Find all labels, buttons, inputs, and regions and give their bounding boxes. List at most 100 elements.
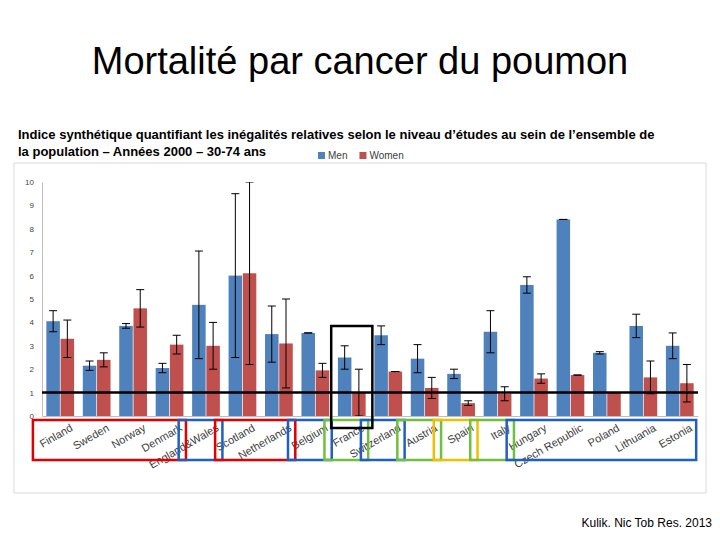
y-tick-label: 7: [30, 248, 35, 257]
x-tick: Czech Republic: [512, 416, 585, 470]
error-bar: [486, 311, 494, 353]
error-cap: [209, 322, 217, 323]
error-cap: [282, 299, 290, 300]
legend-item: Women: [359, 150, 403, 161]
error-cap: [596, 353, 604, 354]
error-bar: [464, 401, 472, 406]
error-cap: [268, 306, 276, 307]
error-cap: [523, 276, 531, 277]
legend-item: Men: [318, 150, 347, 161]
error-bar: [523, 277, 531, 293]
x-tick-label: Estonia: [656, 421, 695, 450]
error-cap: [318, 363, 326, 364]
error-line: [672, 333, 673, 359]
error-bar: [574, 375, 582, 376]
error-cap: [49, 331, 57, 332]
error-cap: [574, 375, 582, 376]
error-cap: [158, 372, 166, 373]
y-tick: 9: [30, 201, 42, 210]
error-cap: [537, 383, 545, 384]
error-bar: [669, 333, 677, 359]
error-cap: [246, 182, 254, 183]
error-line: [89, 361, 90, 370]
x-tick: Netherlands: [236, 416, 294, 461]
bar: [46, 321, 60, 416]
error-cap: [377, 325, 385, 326]
error-line: [322, 363, 323, 377]
error-cap: [464, 405, 472, 406]
y-tick-label: 2: [30, 365, 35, 374]
error-line: [126, 324, 127, 329]
y-axis: 012345678910: [25, 178, 42, 421]
error-cap: [122, 323, 130, 324]
error-line: [103, 353, 104, 367]
group-box: [507, 420, 697, 460]
error-cap: [158, 363, 166, 364]
error-cap: [632, 314, 640, 315]
error-line: [176, 335, 177, 354]
bar: [571, 375, 585, 416]
error-cap: [501, 400, 509, 401]
error-cap: [86, 370, 94, 371]
error-bar: [414, 345, 422, 373]
error-bar: [559, 219, 567, 220]
error-cap: [355, 416, 363, 417]
legend-swatch: [359, 152, 366, 159]
error-bar: [304, 332, 312, 333]
error-bar: [246, 182, 254, 365]
error-cap: [173, 335, 181, 336]
plot-area: [42, 182, 698, 416]
error-cap: [596, 351, 604, 352]
error-cap: [559, 219, 567, 220]
bar: [374, 335, 388, 416]
error-line: [344, 346, 345, 369]
bar: [301, 333, 315, 416]
source: Kulik. Nic Tob Res. 2013: [581, 516, 712, 530]
error-bar: [231, 194, 239, 358]
y-tick: 2: [30, 365, 42, 374]
error-cap: [683, 401, 691, 402]
bar: [170, 345, 184, 416]
error-cap: [486, 310, 494, 311]
error-cap: [464, 400, 472, 401]
x-axis-line: [43, 416, 699, 417]
error-cap: [632, 337, 640, 338]
error-cap: [669, 332, 677, 333]
y-tick: 5: [30, 295, 42, 304]
error-bar: [341, 346, 349, 369]
y-tick: 1: [30, 389, 42, 398]
error-bar: [632, 314, 640, 337]
error-bar: [158, 363, 166, 372]
error-cap: [341, 345, 349, 346]
y-tick-label: 8: [30, 225, 35, 234]
error-cap: [136, 289, 144, 290]
error-line: [454, 369, 455, 378]
y-tick-label: 1: [30, 389, 35, 398]
legend-label: Women: [369, 150, 403, 161]
highlight-box: [331, 326, 372, 428]
error-cap: [574, 375, 582, 376]
error-line: [53, 311, 54, 332]
x-tick: Sweden: [71, 416, 111, 452]
error-cap: [100, 366, 108, 367]
error-cap: [63, 357, 71, 358]
error-cap: [559, 219, 567, 220]
x-tick: Switzerland: [347, 416, 402, 460]
series: [46, 194, 679, 416]
error-bar: [209, 322, 217, 369]
error-cap: [195, 358, 203, 359]
y-tick: 3: [30, 342, 42, 351]
legend-label: Men: [328, 150, 347, 161]
error-line: [636, 314, 637, 337]
error-cap: [268, 362, 276, 363]
error-bar: [537, 374, 545, 383]
error-cap: [450, 378, 458, 379]
legend-swatch: [318, 152, 325, 159]
error-cap: [450, 369, 458, 370]
y-tick-label: 5: [30, 295, 35, 304]
error-bar: [173, 335, 181, 354]
error-line: [468, 401, 469, 406]
error-cap: [428, 398, 436, 399]
y-tick: 8: [30, 225, 42, 234]
y-tick-label: 4: [30, 318, 35, 327]
